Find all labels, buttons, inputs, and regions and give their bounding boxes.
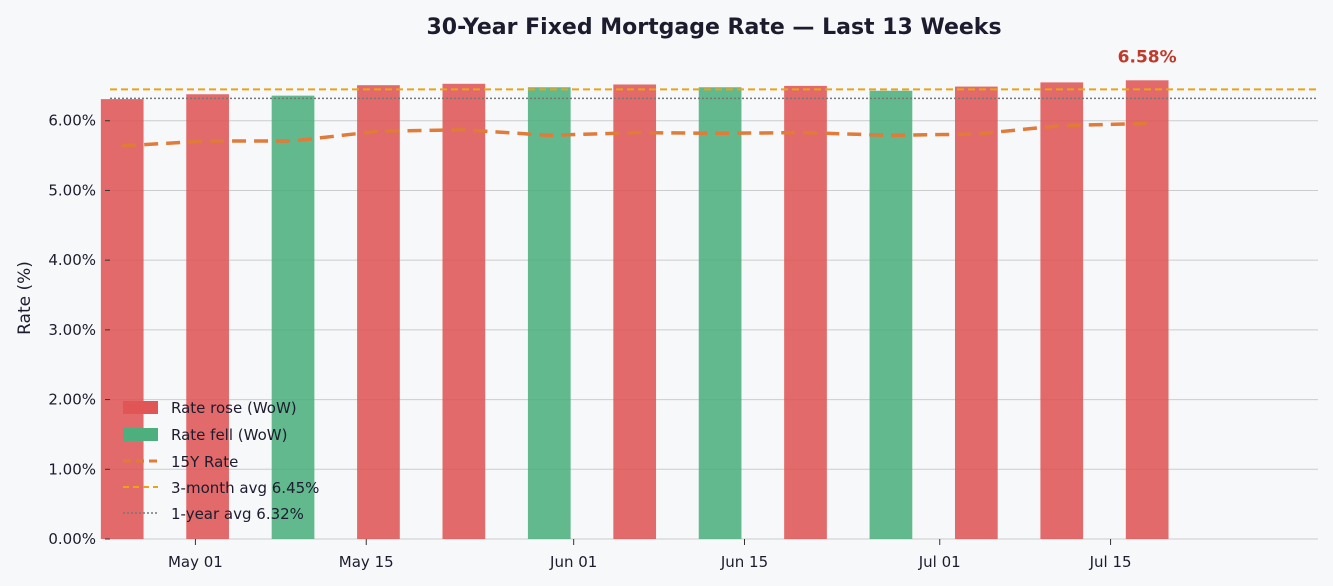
line-15y: [122, 121, 1148, 148]
bar: [613, 84, 657, 539]
bars: [100, 80, 1169, 540]
bar: [1125, 80, 1169, 539]
y-axis-label: Rate (%): [15, 261, 35, 335]
bar: [784, 85, 827, 539]
x-tick-label: Jul 15: [1089, 553, 1132, 571]
bar: [954, 86, 998, 539]
legend-label-avg3m: 3-month avg 6.45%: [171, 479, 319, 497]
bar: [442, 83, 486, 539]
chart-title: 30-Year Fixed Mortgage Rate — Last 13 We…: [426, 15, 1001, 40]
x-tick-label: Jun 01: [549, 553, 597, 571]
x-tick-label: Jun 15: [720, 553, 768, 571]
legend-label-rose: Rate rose (WoW): [171, 399, 297, 417]
bar: [357, 85, 400, 540]
y-tick-label: 4.00%: [48, 251, 96, 269]
legend-label-fell: Rate fell (WoW): [171, 426, 287, 444]
y-tick-label: 0.00%: [48, 530, 96, 548]
y-tick-label: 1.00%: [48, 460, 96, 478]
reference-lines: [110, 88, 1318, 100]
x-tick-label: May 15: [339, 553, 394, 571]
x-tick-label: Jul 01: [918, 553, 961, 571]
x-tick-label: May 01: [168, 553, 223, 571]
legend-swatch-fell: [123, 428, 158, 441]
bar: [1040, 82, 1084, 539]
bar: [698, 87, 742, 539]
legend-label-15y: 15Y Rate: [171, 453, 238, 471]
series-line-15y: [122, 121, 1148, 148]
axes: 0.00% 1.00% 2.00% 3.00% 4.00% 5.00% 6.00% May 0…: [48, 112, 1131, 571]
bar: [271, 95, 315, 539]
y-tick-label: 6.00%: [48, 112, 96, 130]
bar: [186, 94, 229, 540]
legend-swatch-rose: [123, 401, 158, 414]
legend: Rate rose (WoW) Rate fell (WoW) 15Y Rate…: [123, 399, 319, 523]
y-tick-label: 2.00%: [48, 391, 96, 409]
last-value-label: 6.58%: [1118, 47, 1177, 67]
bar: [527, 87, 571, 539]
y-tick-label: 5.00%: [48, 181, 96, 199]
y-tick-label: 3.00%: [48, 321, 96, 339]
bar: [869, 90, 913, 540]
bar: [100, 99, 144, 540]
legend-label-avg1y: 1-year avg 6.32%: [171, 505, 304, 523]
